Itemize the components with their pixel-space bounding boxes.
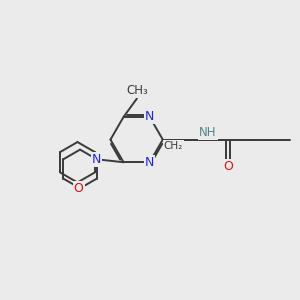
Text: N: N <box>145 156 154 169</box>
Text: NH: NH <box>199 126 217 139</box>
Text: N: N <box>92 153 101 166</box>
Text: O: O <box>223 160 233 173</box>
Text: N: N <box>145 110 154 123</box>
Text: CH₂: CH₂ <box>164 141 183 151</box>
Text: O: O <box>74 182 83 195</box>
Text: CH₃: CH₃ <box>127 84 148 97</box>
